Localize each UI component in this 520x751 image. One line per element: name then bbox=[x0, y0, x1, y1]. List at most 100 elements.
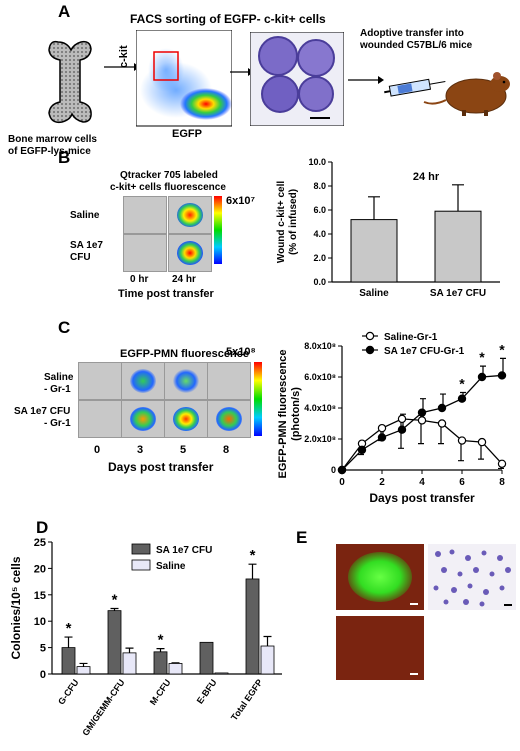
c-col-3: 3 bbox=[137, 444, 144, 456]
c-col-8: 8 bbox=[223, 444, 230, 456]
panel-d-label: D bbox=[36, 518, 49, 537]
b-y-label-2: (% of infused) bbox=[288, 189, 299, 255]
d-legend-swatch bbox=[131, 543, 151, 555]
d-bar bbox=[168, 663, 183, 675]
d-x-tick-label: M-CFU bbox=[148, 677, 173, 706]
d-bar bbox=[122, 652, 137, 675]
d-bar bbox=[245, 578, 260, 675]
d-bar bbox=[76, 666, 91, 675]
c-xlabel: Days post transfer bbox=[108, 460, 214, 474]
bone-label-2: of EGFP-lys-mice bbox=[8, 146, 91, 157]
c-point bbox=[337, 465, 347, 475]
c-row2-1: SA 1e7 CFU bbox=[14, 406, 71, 417]
c-y-label-1: EGFP-PMN fluorescence bbox=[277, 350, 289, 479]
c-point bbox=[357, 445, 367, 455]
c-y-tick-label: 8.0x10⁸ bbox=[304, 341, 336, 351]
chart-b: 0.0 2.0 4.0 6.0 8.0 10.0 24 hr Wound c-kit+ cel… bbox=[276, 157, 500, 299]
d-legend-label: Saline bbox=[156, 561, 186, 572]
b-col-0hr: 0 hr bbox=[130, 274, 149, 285]
b-row-sa-2: CFU bbox=[70, 252, 91, 263]
c-thumb-sa-d3 bbox=[121, 400, 165, 438]
d-error-bar bbox=[248, 563, 257, 579]
d-significance-star: * bbox=[112, 592, 118, 609]
transfer-label-2: wounded C57BL/6 mice bbox=[360, 40, 473, 51]
d-significance-star: * bbox=[66, 620, 72, 637]
c-thumb-sa-d0 bbox=[78, 400, 122, 438]
c-y-label-2: (photon/s) bbox=[290, 387, 302, 441]
c-row2-2: - Gr-1 bbox=[44, 418, 71, 429]
c-significance-star: * bbox=[459, 376, 465, 392]
d-legend-swatch bbox=[131, 559, 151, 571]
d-error-bar bbox=[263, 635, 272, 647]
syringe-mouse-icon bbox=[384, 72, 510, 116]
b-y-label-1: Wound c-kit+ cell bbox=[276, 181, 287, 264]
e-green-fluorescence-image bbox=[336, 544, 424, 610]
b-image-title-2: c-kit+ cells fluorescence bbox=[110, 182, 226, 193]
c-significance-star: * bbox=[479, 349, 485, 365]
c-point bbox=[417, 416, 427, 425]
transfer-label-1: Adoptive transfer into bbox=[360, 28, 464, 39]
panel-a-label: A bbox=[58, 2, 71, 21]
panel-b-label: B bbox=[58, 148, 71, 167]
b-y-tick-label: 10.0 bbox=[308, 157, 326, 167]
c-point bbox=[397, 425, 407, 434]
d-x-tick-label: GM/GEMM-CFU bbox=[80, 677, 126, 737]
c-legend-label: Saline-Gr-1 bbox=[384, 332, 438, 343]
d-bar bbox=[214, 672, 229, 675]
facs-axis-y: c-kit bbox=[118, 45, 130, 68]
d-x-tick-label: G-CFU bbox=[56, 677, 81, 706]
d-bar bbox=[107, 610, 122, 675]
panel-e-label: E bbox=[296, 528, 308, 547]
b-error-bar bbox=[452, 184, 464, 212]
b-thumb-sa-24hr bbox=[168, 234, 212, 272]
d-error-bar bbox=[64, 636, 73, 648]
c-col-0: 0 bbox=[94, 444, 101, 456]
c-point bbox=[377, 433, 387, 442]
d-x-tick-label: Total EGFP bbox=[229, 677, 265, 722]
c-thumb-sa-d5 bbox=[164, 400, 208, 438]
c-col-5: 5 bbox=[180, 444, 187, 456]
c-color-scale bbox=[254, 362, 262, 436]
b-bar bbox=[350, 219, 398, 283]
d-error-bar bbox=[156, 648, 165, 652]
facs-axis-x: EGFP bbox=[172, 128, 202, 140]
c-point bbox=[377, 423, 387, 433]
c-point bbox=[437, 403, 447, 413]
d-y-tick-label: 25 bbox=[34, 537, 46, 549]
b-y-tick-label: 2.0 bbox=[313, 253, 326, 263]
d-y-tick-label: 5 bbox=[40, 643, 46, 655]
c-legend-marker bbox=[365, 331, 375, 341]
b-row-sa-1: SA 1e7 bbox=[70, 240, 103, 251]
c-point bbox=[417, 408, 427, 417]
arrow-icon bbox=[348, 76, 384, 84]
e-stained-cells-image bbox=[428, 544, 516, 610]
b-error-bar bbox=[368, 196, 380, 220]
c-thumb-saline-d0 bbox=[78, 362, 122, 400]
d-error-bar bbox=[110, 607, 119, 611]
c-x-tick-label: 8 bbox=[499, 477, 505, 488]
b-thumb-saline-24hr bbox=[168, 196, 212, 234]
d-y-label: Colonies/10⁵ cells bbox=[9, 556, 23, 659]
chart-d: 0 5 10 15 20 25 Colonies/10⁵ cells * G-CFU * GM/GE… bbox=[9, 537, 282, 738]
b-scale-max: 6x10⁷ bbox=[226, 195, 256, 207]
d-bar bbox=[61, 647, 76, 675]
c-y-tick-label: 2.0x10⁸ bbox=[304, 434, 336, 444]
facs-dotplot bbox=[136, 30, 232, 127]
c-point bbox=[477, 437, 487, 447]
b-image-title-1: Qtracker 705 labeled bbox=[120, 170, 218, 181]
d-bar bbox=[260, 645, 275, 675]
bone-label-1: Bone marrow cells bbox=[8, 134, 97, 145]
c-x-tick-label: 6 bbox=[459, 477, 465, 488]
d-error-bar bbox=[171, 662, 180, 664]
c-x-tick-label: 0 bbox=[339, 477, 345, 488]
c-x-label: Days post transfer bbox=[369, 491, 475, 504]
c-point bbox=[397, 414, 407, 424]
b-y-tick-label: 4.0 bbox=[313, 229, 326, 239]
c-y-tick-label: 0 bbox=[331, 465, 336, 475]
c-thumb-sa-d8 bbox=[207, 400, 251, 438]
d-error-bar bbox=[125, 647, 134, 653]
c-y-tick-label: 4.0x10⁸ bbox=[304, 403, 336, 413]
d-significance-star: * bbox=[158, 632, 164, 649]
c-legend-label: SA 1e7 CFU-Gr-1 bbox=[384, 346, 465, 357]
